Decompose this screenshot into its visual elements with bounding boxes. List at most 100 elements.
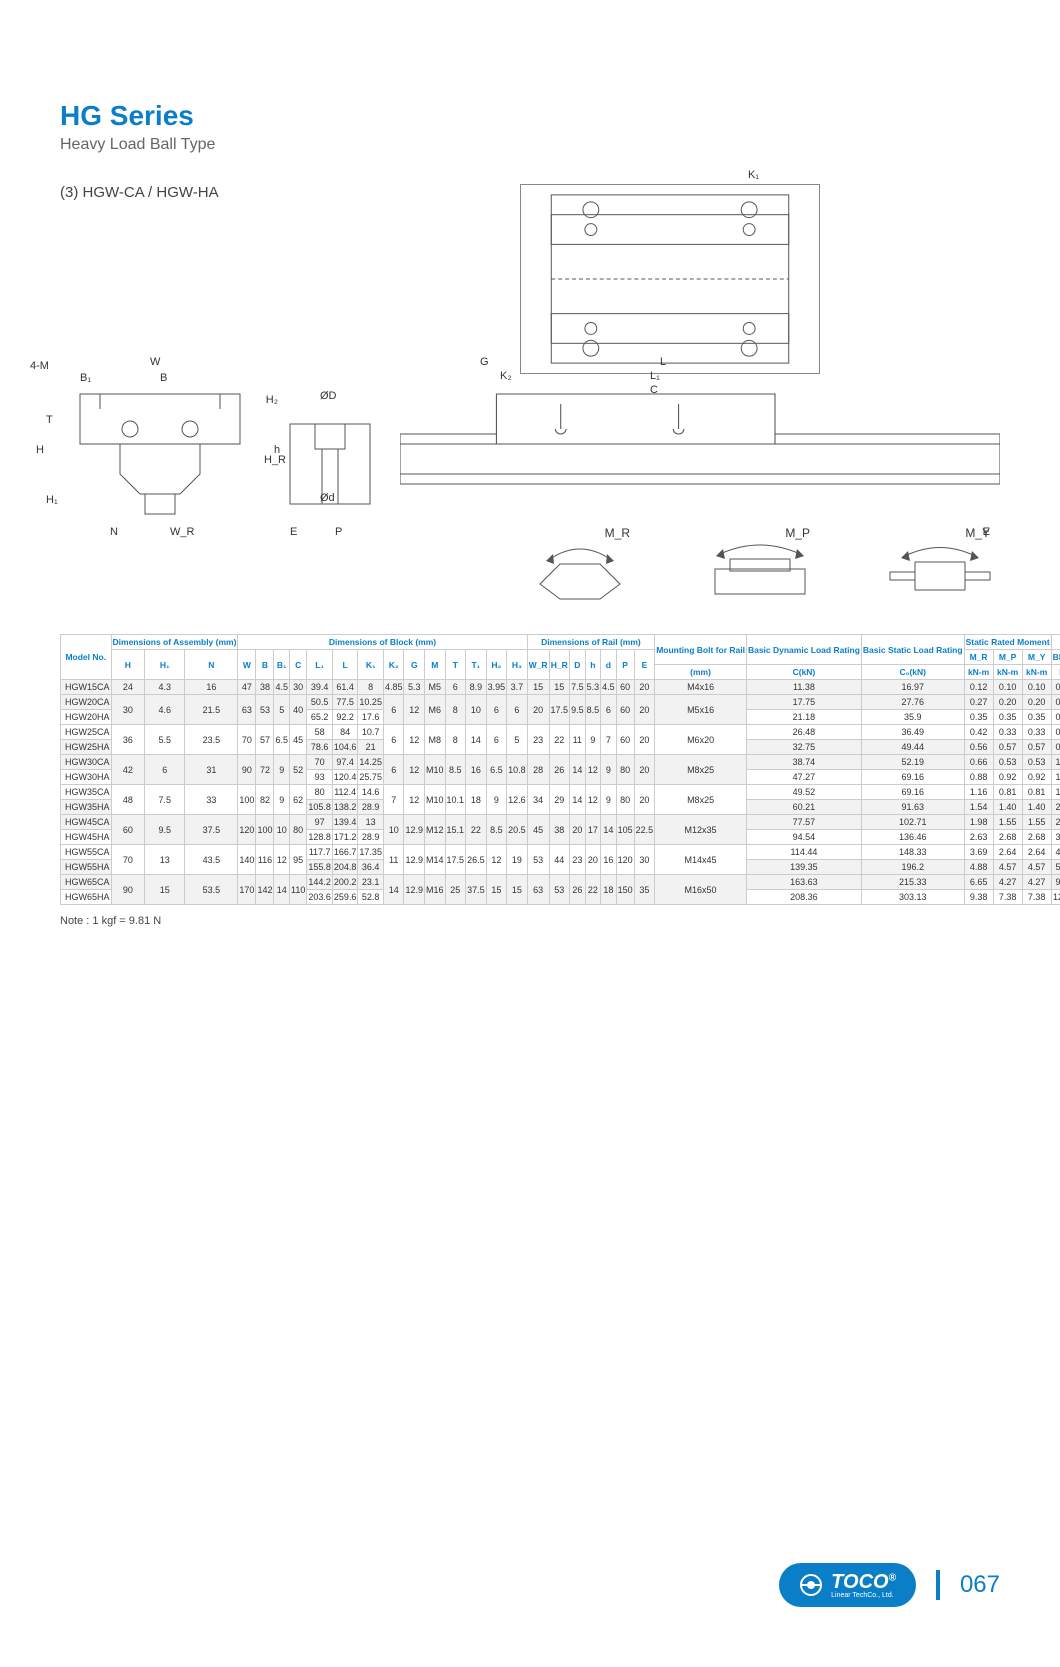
table-cell: 12 bbox=[585, 755, 601, 785]
table-cell: 23 bbox=[570, 845, 586, 875]
table-cell: 10.8 bbox=[507, 755, 528, 785]
table-cell: 1.09 bbox=[1051, 755, 1060, 770]
th-sub-9: K₁ bbox=[358, 650, 384, 680]
table-cell: 6.5 bbox=[274, 725, 290, 755]
table-cell: 65.2 bbox=[307, 710, 333, 725]
table-cell: 163.63 bbox=[746, 875, 861, 890]
th-stat: Basic Static Load Rating bbox=[861, 635, 964, 665]
table-cell: 0.57 bbox=[993, 740, 1022, 755]
table-cell: 77.5 bbox=[332, 695, 358, 710]
table-cell: 100 bbox=[238, 785, 256, 815]
table-cell: 18 bbox=[601, 875, 617, 905]
table-cell: 1.55 bbox=[993, 815, 1022, 830]
table-cell: 20 bbox=[634, 755, 655, 785]
table-cell: 4.3 bbox=[145, 680, 185, 695]
th-sub3-0: (mm) bbox=[655, 665, 747, 680]
model-cell: HGW25CA bbox=[61, 725, 112, 740]
table-cell: 30 bbox=[290, 680, 307, 695]
dim-g: G bbox=[480, 356, 489, 368]
table-cell: 208.36 bbox=[746, 890, 861, 905]
dim-c: C bbox=[650, 384, 658, 396]
table-cell: 4.6 bbox=[145, 695, 185, 725]
table-cell: 12.9 bbox=[404, 845, 425, 875]
model-cell: HGW25HA bbox=[61, 740, 112, 755]
moment-mp: M_P bbox=[700, 544, 820, 604]
dim-e1: E bbox=[290, 526, 297, 538]
table-cell: 69.16 bbox=[861, 770, 964, 785]
table-cell: 22 bbox=[466, 815, 487, 845]
th-sub3-5: kN-m bbox=[1022, 665, 1051, 680]
table-cell: 12 bbox=[274, 845, 290, 875]
table-cell: 26 bbox=[549, 755, 570, 785]
table-cell: 139.35 bbox=[746, 860, 861, 875]
table-cell: 4.5 bbox=[601, 680, 617, 695]
table-cell: 12.9 bbox=[404, 815, 425, 845]
table-cell: 38 bbox=[549, 815, 570, 845]
table-cell: 61.4 bbox=[332, 680, 358, 695]
table-cell: 35 bbox=[634, 875, 655, 905]
table-cell: 112.4 bbox=[332, 785, 358, 800]
table-cell: 69.16 bbox=[861, 785, 964, 800]
table-cell: 1.98 bbox=[964, 815, 993, 830]
th-rail: Dimensions of Rail (mm) bbox=[527, 635, 655, 650]
table-cell: 6.5 bbox=[486, 755, 507, 785]
table-cell: 166.7 bbox=[332, 845, 358, 860]
table-cell: 9.17 bbox=[1051, 875, 1060, 890]
table-cell: 14.6 bbox=[358, 785, 384, 800]
table-cell: 60 bbox=[616, 680, 634, 695]
th-assembly: Dimensions of Assembly (mm) bbox=[111, 635, 238, 650]
table-cell: 20 bbox=[634, 695, 655, 725]
table-cell: 0.27 bbox=[964, 695, 993, 710]
footer-divider bbox=[936, 1570, 940, 1600]
moment-my-label: M_Y bbox=[965, 526, 990, 540]
table-cell: 204.8 bbox=[332, 860, 358, 875]
model-cell: HGW45HA bbox=[61, 830, 112, 845]
table-cell: 128.8 bbox=[307, 830, 333, 845]
table-cell: 120 bbox=[616, 845, 634, 875]
table-cell: 0.42 bbox=[964, 725, 993, 740]
table-cell: 14 bbox=[570, 785, 586, 815]
th-bolt: Mounting Bolt for Rail bbox=[655, 635, 747, 665]
table-cell: 49.52 bbox=[746, 785, 861, 800]
table-cell: 37.5 bbox=[185, 815, 238, 845]
table-cell: 12.9 bbox=[404, 875, 425, 905]
th-sub-15: H₂ bbox=[486, 650, 507, 680]
table-cell: 45 bbox=[527, 815, 549, 845]
table-cell: 0.59 bbox=[1051, 725, 1060, 740]
table-cell: 117.7 bbox=[307, 845, 333, 860]
table-cell: 7.38 bbox=[1022, 890, 1051, 905]
table-cell: 10 bbox=[383, 815, 404, 845]
table-cell: 4.5 bbox=[274, 680, 290, 695]
table-cell: M16x50 bbox=[655, 875, 747, 905]
table-cell: 0.81 bbox=[993, 785, 1022, 800]
table-cell: 14.25 bbox=[358, 755, 384, 770]
table-cell: 80 bbox=[307, 785, 333, 800]
moment-mr-label: M_R bbox=[605, 526, 630, 540]
table-cell: 3.69 bbox=[964, 845, 993, 860]
table-cell: 2.06 bbox=[1051, 800, 1060, 815]
table-cell: 139.4 bbox=[332, 815, 358, 830]
table-cell: 18 bbox=[466, 785, 487, 815]
table-cell: 2.64 bbox=[993, 845, 1022, 860]
table-cell: 8 bbox=[445, 695, 466, 725]
table-cell: 1.16 bbox=[964, 785, 993, 800]
th-sub-0: H bbox=[111, 650, 145, 680]
th-sub3-2: C₀(kN) bbox=[861, 665, 964, 680]
table-cell: 95 bbox=[290, 845, 307, 875]
table-cell: 7.5 bbox=[145, 785, 185, 815]
table-cell: 20.5 bbox=[507, 815, 528, 845]
th-sub-14: T₁ bbox=[466, 650, 487, 680]
th-sub-22: P bbox=[616, 650, 634, 680]
table-cell: 0.81 bbox=[1022, 785, 1051, 800]
model-cell: HGW15CA bbox=[61, 680, 112, 695]
table-cell: 19 bbox=[507, 845, 528, 875]
table-cell: 110 bbox=[290, 875, 307, 905]
table-cell: 171.2 bbox=[332, 830, 358, 845]
table-cell: 82 bbox=[256, 785, 274, 815]
th-weight: Weight bbox=[1051, 635, 1060, 650]
dim-h2: H₂ bbox=[266, 394, 278, 406]
diagram-bolt-detail: ØD H_R h Ød E P bbox=[280, 404, 380, 524]
table-cell: 0.35 bbox=[964, 710, 993, 725]
table-cell: 0.53 bbox=[993, 755, 1022, 770]
table-cell: M8 bbox=[425, 725, 446, 755]
